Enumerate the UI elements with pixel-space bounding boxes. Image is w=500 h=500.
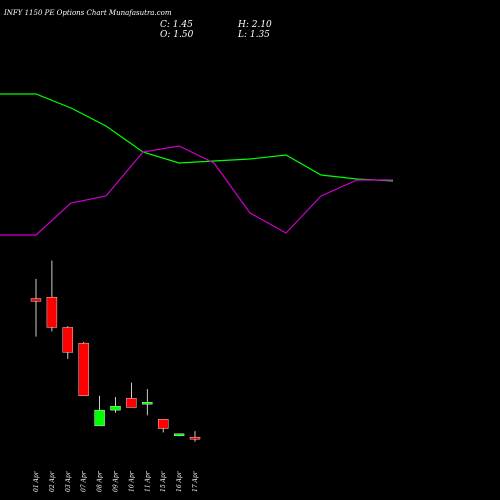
x-tick-label: 02 Apr (49, 470, 56, 492)
candle-body (110, 405, 121, 411)
candle-layer (30, 260, 201, 442)
x-tick-label: 16 Apr (176, 470, 183, 492)
indicator-line-2 (0, 145, 393, 236)
high-readout: H: 2.10 (237, 20, 272, 30)
candle-body (30, 298, 42, 302)
x-tick-label: 11 Apr (144, 470, 151, 492)
candle-body (173, 433, 185, 436)
x-tick-label: 01 Apr (33, 470, 40, 492)
candle-body (157, 419, 169, 429)
candle-body (189, 436, 201, 440)
candle-body (126, 398, 137, 408)
candle-body (46, 297, 58, 328)
close-readout: C: 1.45 (160, 20, 193, 30)
x-axis: 01 Apr 02 Apr 03 Apr 07 Apr 08 Apr 09 Apr 10 A… (33, 470, 199, 492)
x-tick-label: 08 Apr (97, 470, 104, 492)
chart-title: INFY 1150 PE Options Chart Munafasutra.c… (3, 9, 172, 17)
x-tick-label: 10 Apr (128, 470, 135, 492)
candle-body (142, 402, 153, 405)
open-readout: O: 1.50 (160, 30, 194, 40)
x-tick-label: 09 Apr (113, 470, 120, 492)
candle-body (94, 409, 105, 427)
indicator-layer (0, 93, 394, 236)
indicator-line-1 (0, 93, 394, 182)
x-tick-label: 07 Apr (81, 470, 88, 492)
candle-body (78, 342, 89, 396)
x-tick-label: 03 Apr (65, 470, 72, 492)
candle-body (62, 327, 73, 353)
x-tick-label: 15 Apr (160, 470, 167, 492)
x-tick-label: 17 Apr (192, 470, 199, 492)
low-readout: L: 1.35 (237, 30, 270, 40)
